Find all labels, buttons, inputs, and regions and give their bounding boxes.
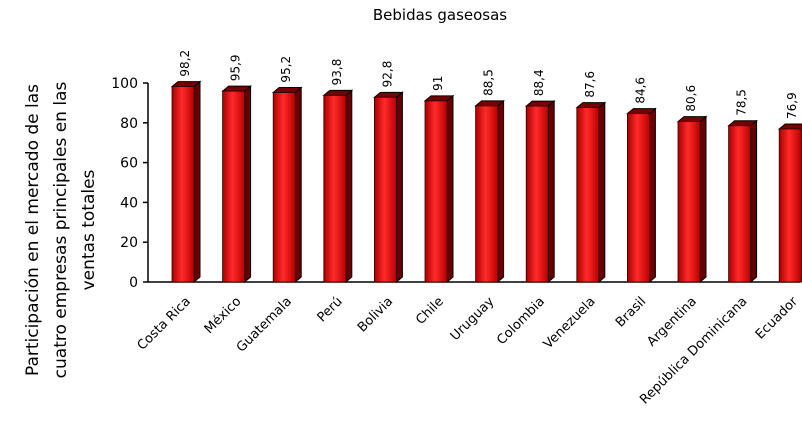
value-label: 92,8 bbox=[380, 61, 394, 88]
x-tick-label: Colombia bbox=[494, 294, 548, 348]
bar-side bbox=[294, 86, 302, 284]
value-label: 84,6 bbox=[633, 77, 647, 104]
bar bbox=[525, 105, 549, 283]
bar bbox=[323, 94, 347, 283]
y-axis-title: Participación en el mercado de las cuatro… bbox=[23, 82, 99, 379]
bar-side bbox=[446, 94, 454, 284]
x-tick-label: Bolivia bbox=[355, 294, 396, 335]
bar-side bbox=[547, 100, 555, 284]
x-tick-label: Brasil bbox=[613, 294, 649, 330]
value-label: 95,2 bbox=[279, 56, 293, 83]
value-label: 93,8 bbox=[330, 59, 344, 86]
bar bbox=[778, 128, 802, 283]
value-label: 87,6 bbox=[583, 71, 597, 98]
bar bbox=[728, 125, 751, 283]
bar bbox=[272, 92, 296, 283]
value-label: 76,9 bbox=[785, 92, 799, 119]
x-tick-label: Ecuador bbox=[753, 294, 802, 343]
chart-title: Bebidas gaseosas bbox=[373, 6, 507, 24]
bar bbox=[576, 107, 600, 283]
value-label: 88,5 bbox=[482, 69, 496, 96]
bar bbox=[373, 96, 397, 283]
y-tick-label: 60 bbox=[120, 156, 138, 172]
bar bbox=[475, 105, 499, 283]
bar bbox=[424, 100, 448, 283]
bar-top bbox=[777, 123, 802, 130]
value-label: 88,4 bbox=[532, 69, 546, 96]
value-label: 80,6 bbox=[684, 85, 698, 112]
bar-side bbox=[345, 89, 353, 284]
y-tick-label: 100 bbox=[111, 76, 138, 92]
bar bbox=[677, 121, 701, 283]
bar-side bbox=[244, 85, 252, 284]
bar-side bbox=[750, 119, 758, 284]
bar-side bbox=[598, 101, 606, 284]
x-tick-label: República Dominicana bbox=[637, 294, 750, 407]
y-tick-label: 20 bbox=[120, 235, 138, 251]
x-tick-label: Venezuela bbox=[541, 294, 599, 352]
bar-side bbox=[497, 99, 505, 284]
y-axis-title-line: ventas totales bbox=[79, 169, 99, 290]
value-label: 78,5 bbox=[735, 89, 749, 116]
bar bbox=[627, 113, 650, 283]
value-label: 91 bbox=[431, 76, 445, 91]
bar bbox=[222, 90, 246, 283]
x-tick-label: México bbox=[202, 294, 245, 337]
bar-side bbox=[193, 80, 201, 284]
bar-side bbox=[395, 91, 403, 284]
y-axis-title-line: cuatro empresas principales en las bbox=[51, 82, 71, 379]
y-tick-label: 80 bbox=[120, 116, 138, 132]
bar-side bbox=[699, 115, 707, 284]
x-tick-label: Uruguay bbox=[448, 294, 498, 344]
y-tick-label: 0 bbox=[129, 275, 138, 291]
value-label: 95,9 bbox=[229, 54, 243, 81]
y-tick-label: 40 bbox=[120, 195, 138, 211]
x-tick-label: Chile bbox=[413, 294, 447, 328]
bar bbox=[171, 86, 195, 283]
x-tick-label: Perú bbox=[315, 294, 346, 325]
x-tick-label: Costa Rica bbox=[135, 294, 194, 353]
y-axis-title-line: Participación en el mercado de las bbox=[23, 84, 43, 376]
bar-side bbox=[648, 107, 656, 284]
value-label: 98,2 bbox=[178, 50, 192, 77]
